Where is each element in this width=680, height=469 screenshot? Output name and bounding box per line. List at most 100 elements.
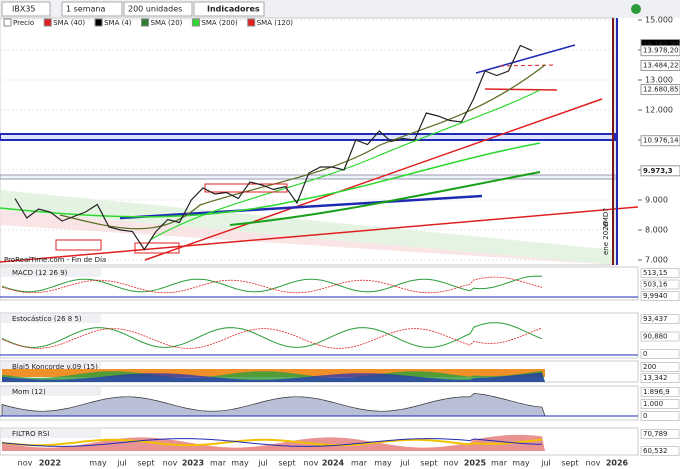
x-tick-label: 2026	[606, 459, 629, 468]
x-tick-label: sept	[137, 459, 154, 468]
panel-value: 90,880	[643, 333, 668, 341]
x-tick-label: nov	[163, 459, 178, 468]
mom-area	[1, 393, 546, 417]
legend-label: SMA (20)	[151, 19, 183, 27]
x-tick-label: jul	[399, 459, 410, 468]
legend-swatch	[191, 18, 200, 27]
legend-swatch	[43, 18, 52, 27]
x-tick-label: 2024	[322, 459, 345, 468]
panel-value: 13,342	[643, 374, 668, 382]
highlight-box	[134, 242, 180, 254]
panel-title: Blai5 Koncorde v.09 (15)	[12, 363, 98, 371]
koncorde-area	[2, 372, 545, 382]
price-tick-label: 7.000	[645, 256, 668, 265]
x-tick-label: 2025	[464, 459, 487, 468]
legend: Precio SMA (40) SMA (4) SMA (20) SMA (200) SM…	[3, 18, 294, 27]
units-box[interactable]	[123, 1, 193, 17]
panel-title-bg	[1, 268, 101, 277]
legend-swatch	[3, 18, 12, 27]
indicators-box[interactable]	[193, 1, 265, 17]
indicator-line	[1, 322, 543, 348]
symbol[interactable]: IBX35	[12, 5, 36, 14]
vertical-label: VMD?	[602, 208, 610, 228]
x-tick-label: mar	[491, 459, 508, 468]
interval[interactable]: 1 semana	[66, 5, 105, 14]
sma-line	[59, 64, 546, 230]
x-tick-label: may	[512, 459, 530, 468]
x-axis: nov 2022 may jul sept nov 2023 mar may jul sept nov…	[18, 459, 629, 468]
panel-title-bg	[1, 362, 101, 371]
panel-value-box	[640, 268, 680, 278]
rsi-line	[1, 438, 543, 447]
indicators[interactable]: Indicadores	[207, 5, 260, 14]
price-marker	[640, 84, 680, 96]
panel-value-box	[640, 291, 680, 301]
panel-value: 513,15	[643, 269, 668, 277]
units[interactable]: 200 unidades	[128, 5, 182, 14]
panel-value-box	[640, 362, 680, 372]
legend-swatch	[141, 18, 150, 27]
indicator-panels: MACD (12 26 9) 513,15 503,16 9,9940 Estocást…	[0, 266, 680, 456]
legend-label: SMA (200)	[201, 19, 238, 27]
x-tick-label: 2023	[182, 459, 204, 468]
panel-title: Estocástico (26 8 5)	[12, 315, 82, 323]
price-marker	[640, 135, 680, 147]
trend-line	[144, 98, 603, 261]
panel-value: 1.000	[643, 400, 663, 408]
panel-value-box	[640, 349, 680, 359]
x-tick-label: 2022	[39, 459, 61, 468]
panel-value-box	[640, 314, 680, 324]
status-icon[interactable]	[631, 4, 641, 14]
watermark: ProRealTime.com - Fin de Día	[4, 256, 106, 264]
indicator-line	[1, 276, 543, 294]
panel-value-box	[640, 279, 680, 290]
legend-label: Precio	[13, 19, 34, 27]
legend-swatch	[247, 18, 256, 27]
price-marker	[640, 45, 680, 57]
price-line	[14, 44, 533, 251]
panel-value: 0	[643, 412, 647, 420]
indicator-panel	[0, 312, 639, 359]
vertical-label: ene 2026	[602, 221, 610, 255]
panel-value-box	[640, 373, 680, 383]
interval-box[interactable]	[61, 1, 123, 17]
panel-value: 200	[643, 363, 656, 371]
channel-red	[0, 210, 615, 265]
x-tick-label: sept	[420, 459, 437, 468]
resistance-line	[499, 64, 556, 67]
support-band	[0, 133, 616, 141]
panel-title: MACD (12 26 9)	[12, 269, 68, 277]
level-line	[484, 88, 558, 91]
price-marker	[640, 59, 680, 71]
legend-label: SMA (40)	[53, 19, 85, 27]
panel-value-box	[640, 387, 680, 397]
rsi-line	[1, 438, 543, 447]
x-tick-label: nov	[586, 459, 601, 468]
x-tick-label: may	[89, 459, 107, 468]
indicator-line	[1, 327, 543, 349]
price-marker-label: 13.978,20	[643, 47, 679, 55]
panel-title-bg	[1, 429, 101, 438]
panel-value: 503,16	[643, 281, 668, 289]
x-tick-label: jul	[257, 459, 268, 468]
highlight-box	[55, 239, 102, 251]
legend-label: SMA (120)	[257, 19, 294, 27]
price-marker	[640, 165, 680, 177]
price-tick-label: 15.000	[645, 16, 673, 25]
price-marker-label: 14.182,90	[643, 41, 679, 49]
x-tick-label: sept	[561, 459, 578, 468]
panel-value-box	[640, 331, 680, 342]
panel-value-box	[640, 399, 680, 409]
rsi-area	[2, 434, 545, 451]
trend-line	[119, 194, 483, 220]
panel-value-box	[640, 411, 680, 421]
x-tick-label: may	[231, 459, 249, 468]
panel-value: 9,9940	[643, 292, 668, 300]
x-tick-label: sept	[278, 459, 295, 468]
panel-value: 0	[643, 350, 647, 358]
price-marker-label: 13.484,22	[643, 61, 679, 69]
sma-line	[229, 171, 541, 226]
x-tick-label: nov	[444, 459, 459, 468]
symbol-box[interactable]	[1, 1, 51, 17]
